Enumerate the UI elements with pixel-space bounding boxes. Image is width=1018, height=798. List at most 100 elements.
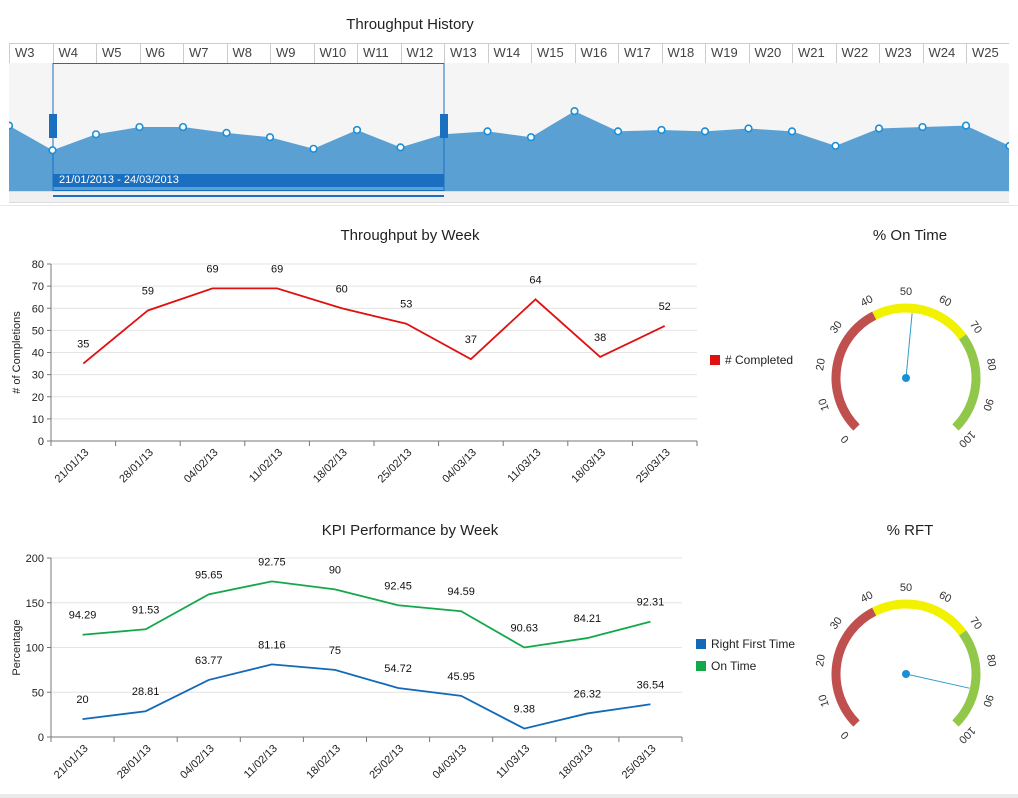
scrollbar-thumb[interactable] (53, 195, 444, 197)
navigator-point (9, 121, 14, 130)
data-label: 92.75 (258, 556, 286, 568)
y-axis-label: Percentage (11, 619, 23, 675)
week-tick (270, 44, 271, 63)
x-tick-label: 11/03/13 (494, 743, 532, 781)
week-tick (52, 44, 54, 63)
data-label: 37 (465, 334, 477, 346)
y-tick-label: 10 (32, 414, 44, 426)
y-tick-label: 60 (32, 303, 44, 315)
data-label: 90 (329, 564, 341, 576)
navigator-point (613, 127, 623, 136)
gauge-band (952, 630, 981, 727)
y-tick-label: 40 (32, 348, 44, 360)
week-label: W18 (667, 45, 695, 60)
gauge-rft-title: % RFT (886, 522, 934, 539)
week-label: W17 (624, 45, 651, 60)
data-label: 69 (206, 263, 218, 275)
navigator-point (48, 146, 57, 155)
gauge-tick-label: 30 (828, 319, 845, 336)
y-tick-label: 80 (32, 259, 44, 271)
navigator-area[interactable] (9, 63, 1009, 191)
week-label: W24 (928, 45, 956, 60)
legend-label: Right First Time (711, 637, 796, 651)
gauge-tick-label: 0 (839, 728, 852, 741)
y-tick-label: 30 (32, 370, 44, 382)
gauge-band (872, 599, 967, 636)
data-label: 90.63 (510, 622, 538, 634)
y-tick-label: 0 (38, 732, 44, 744)
week-tick (313, 44, 315, 63)
gauge-needle (905, 313, 913, 379)
x-tick-label: 11/02/13 (242, 743, 280, 781)
week-label: W10 (319, 45, 347, 60)
week-tick (9, 44, 10, 63)
x-tick-label: 11/03/13 (505, 447, 543, 485)
week-tick (748, 44, 750, 63)
gauge-band (872, 303, 967, 340)
data-label: 92.31 (637, 597, 665, 609)
gauge-tick-label: 10 (817, 397, 832, 412)
throughput-chart: Throughput by Week 0 10 20 30 40 50 60 70 80 21/0… (0, 220, 800, 500)
x-tick-label: 21/01/13 (52, 743, 91, 782)
gauge-on-time: 0 10 20 30 40 50 60 70 80 90 100 (814, 286, 998, 450)
gauge-band (952, 334, 981, 431)
selection-range-label: 21/01/2013 - 24/03/2013 (53, 174, 444, 187)
x-tick-label: 21/01/13 (53, 447, 92, 486)
week-label: W20 (754, 45, 782, 60)
gauge-tick-label: 70 (967, 615, 984, 632)
y-tick-label: 20 (32, 392, 44, 404)
navigator-point (483, 127, 492, 136)
week-tick (661, 44, 663, 63)
y-tick-label: 100 (26, 643, 44, 655)
data-label: 94.29 (69, 610, 97, 622)
week-label: W19 (711, 45, 738, 60)
legend-right-first-time: Right First Time (696, 637, 795, 651)
week-label: W5 (102, 45, 122, 60)
week-tick (183, 44, 184, 63)
data-label: 84.21 (574, 613, 602, 625)
navigator-point (831, 141, 840, 150)
week-label: W16 (580, 45, 608, 60)
navigator-area-fill (9, 111, 1009, 191)
gauge-tick-label: 60 (937, 589, 953, 605)
data-label: 94.59 (447, 586, 475, 598)
series-line (82, 580, 651, 649)
x-tick-label: 25/02/13 (367, 743, 406, 782)
x-tick-label: 04/02/13 (182, 447, 221, 486)
data-label: 60 (336, 283, 348, 295)
data-label: 91.53 (132, 604, 160, 616)
data-label: 92.45 (384, 580, 412, 592)
navigator-scrollbar[interactable] (9, 191, 1009, 203)
gauge-tick-label: 20 (814, 358, 828, 372)
data-label: 54.72 (384, 663, 412, 675)
navigator-title: Throughput History (346, 16, 474, 33)
legend-swatch (710, 355, 720, 365)
data-label: 75 (329, 645, 341, 657)
navigator-point (309, 144, 318, 153)
week-label: W13 (450, 45, 477, 60)
week-tick (400, 44, 402, 63)
x-tick-label: 04/02/13 (178, 743, 217, 782)
navigator-point (874, 124, 884, 133)
week-label: W21 (798, 45, 825, 60)
week-tick (444, 44, 445, 63)
navigator-point (961, 121, 971, 130)
data-label: 69 (271, 263, 283, 275)
week-tick (879, 44, 880, 63)
y-tick-label: 50 (32, 687, 44, 699)
data-label: 64 (529, 274, 541, 286)
legend-completed: # Completed (710, 353, 793, 367)
y-axis-label: # of Completions (11, 311, 23, 394)
navigator-point (91, 130, 101, 139)
y-tick-label: 0 (38, 436, 44, 448)
gauge-tick-label: 50 (900, 286, 912, 298)
throughput-chart-svg: 0 10 20 30 40 50 60 70 80 21/01/13 28/01/13 04/02/1… (11, 259, 698, 486)
series-line (82, 287, 666, 365)
gauge-band (831, 607, 877, 727)
gauge-tick-label: 50 (900, 582, 912, 594)
x-tick-label: 28/01/13 (115, 743, 154, 782)
navigator-point (918, 122, 927, 132)
data-label: 53 (400, 299, 412, 311)
week-tick (139, 44, 141, 63)
navigator-point (396, 143, 405, 152)
